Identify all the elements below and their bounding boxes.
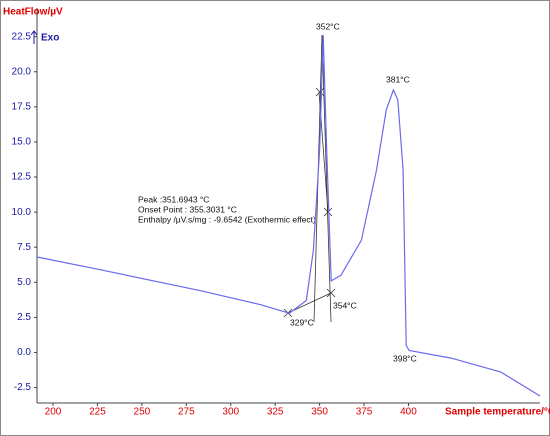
annotation: Enthalpy /µV.s/mg : -9.6542 (Exothermic …: [138, 214, 316, 224]
y-tick-label: 17.5: [12, 101, 32, 112]
annotation: 398°C: [393, 353, 417, 363]
annotation: 381°C: [386, 74, 410, 84]
baseline: [287, 292, 332, 314]
y-tick-label: 20.0: [12, 66, 32, 77]
x-tick-label: 300: [222, 407, 239, 418]
y-axis-sublabel: Exo: [41, 33, 59, 44]
annotation: 352°C: [316, 21, 340, 31]
x-tick-label: 225: [89, 407, 106, 418]
x-tick-label: 400: [400, 407, 417, 418]
y-tick-label: -2.5: [14, 382, 32, 393]
exo-arrow-head: [30, 30, 38, 36]
annotation: Onset Point : 355.3031 °C: [138, 204, 237, 214]
x-tick-label: 200: [45, 407, 62, 418]
y-tick-label: 7.5: [17, 242, 31, 253]
x-tick-label: 375: [356, 407, 373, 418]
x-tick-label: 250: [134, 407, 151, 418]
y-tick-label: 12.5: [12, 172, 32, 183]
annotation: 329°C: [290, 317, 314, 327]
x-tick-label: 325: [267, 407, 284, 418]
y-tick-label: 15.0: [12, 137, 32, 148]
annotation: 354°C: [333, 300, 357, 310]
tangent-line: [321, 34, 332, 323]
x-tick-label: 275: [178, 407, 195, 418]
y-axis-label: HeatFlow/µV: [3, 7, 63, 18]
data-line: [36, 35, 541, 397]
y-tick-label: 2.5: [17, 312, 31, 323]
y-tick-label: 0.0: [17, 347, 31, 358]
y-tick-label: 5.0: [17, 277, 31, 288]
annotation: Peak :351.6943 °C: [138, 194, 209, 204]
x-tick-label: 350: [311, 407, 328, 418]
y-tick-label: 10.0: [12, 207, 32, 218]
x-axis-label: Sample temperature/°C: [445, 407, 550, 418]
y-tick-label: 22.5: [12, 31, 32, 42]
